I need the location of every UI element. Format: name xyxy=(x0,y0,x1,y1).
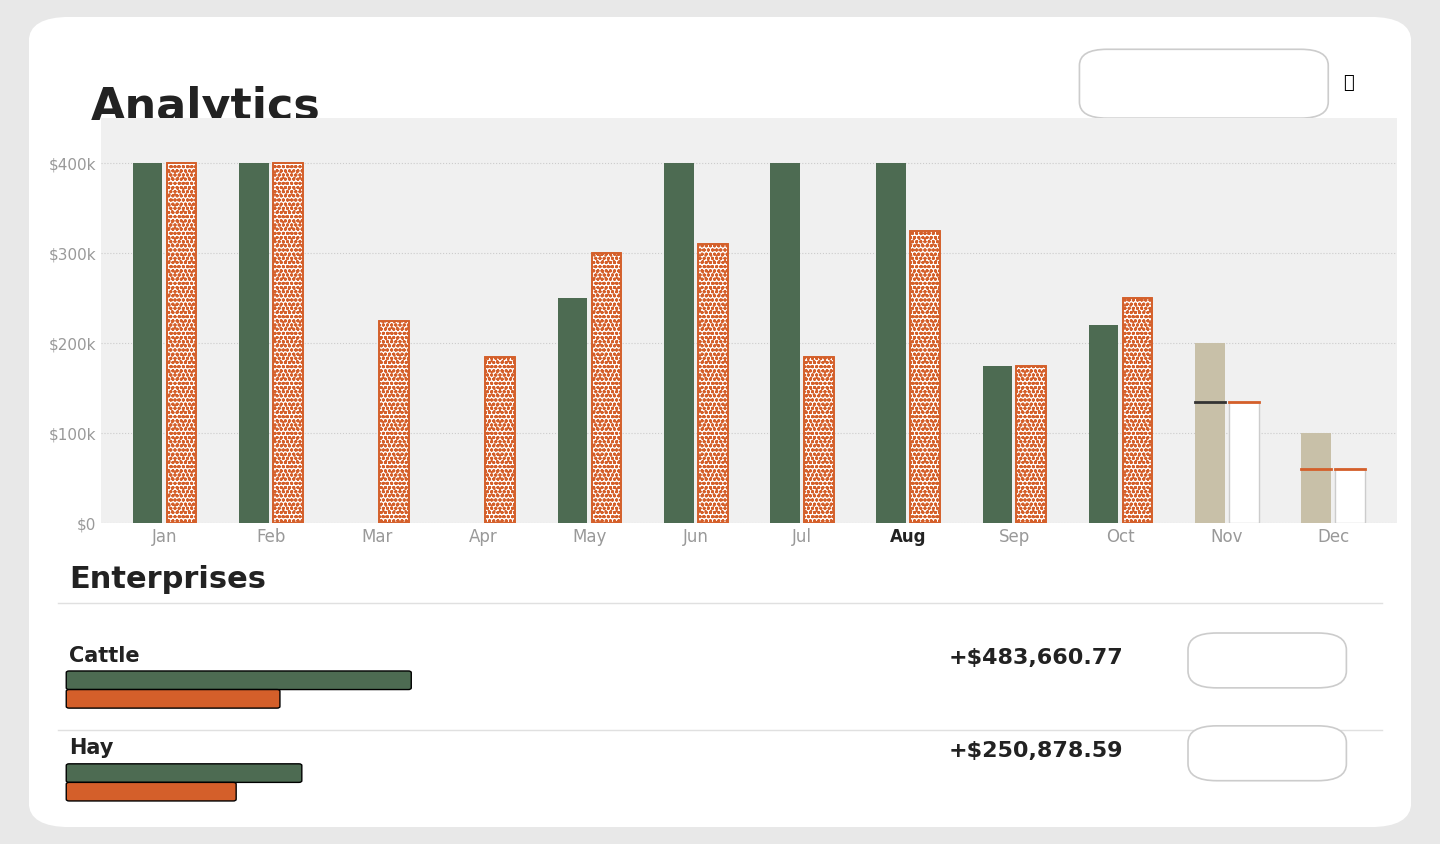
Bar xyxy=(1302,433,1331,523)
Text: ≡ 444: ≡ 444 xyxy=(1244,746,1290,761)
Text: Analytics: Analytics xyxy=(91,86,321,129)
Bar xyxy=(167,163,196,523)
FancyBboxPatch shape xyxy=(66,671,412,690)
Bar xyxy=(379,321,409,523)
FancyBboxPatch shape xyxy=(66,782,236,801)
Bar xyxy=(1123,298,1152,523)
FancyBboxPatch shape xyxy=(66,764,302,782)
Bar xyxy=(132,163,163,523)
Text: This Year  ▾: This Year ▾ xyxy=(1161,76,1247,91)
Text: +$250,878.59: +$250,878.59 xyxy=(949,741,1123,761)
Bar xyxy=(1335,469,1365,523)
Bar xyxy=(804,357,834,523)
Bar xyxy=(910,230,940,523)
FancyBboxPatch shape xyxy=(1080,49,1328,118)
Bar xyxy=(1123,298,1152,523)
FancyBboxPatch shape xyxy=(1188,726,1346,781)
Text: Cattle: Cattle xyxy=(69,646,140,666)
Bar xyxy=(1089,325,1119,523)
Bar xyxy=(1195,344,1224,523)
FancyBboxPatch shape xyxy=(29,17,1411,827)
FancyBboxPatch shape xyxy=(66,690,279,708)
Bar xyxy=(167,163,196,523)
Bar xyxy=(1017,365,1047,523)
Text: ≡ 306: ≡ 306 xyxy=(1244,653,1290,668)
Bar xyxy=(485,357,516,523)
Bar xyxy=(770,163,799,523)
Bar xyxy=(557,298,588,523)
Bar xyxy=(274,163,302,523)
Bar xyxy=(698,244,727,523)
Bar xyxy=(592,253,621,523)
Bar xyxy=(239,163,269,523)
Bar xyxy=(1228,402,1259,523)
Bar xyxy=(379,321,409,523)
Bar xyxy=(592,253,621,523)
Text: 🔍: 🔍 xyxy=(1344,74,1355,92)
Text: Enterprises: Enterprises xyxy=(69,565,266,594)
Bar xyxy=(1017,365,1047,523)
Bar xyxy=(664,163,694,523)
Bar xyxy=(485,357,516,523)
Bar xyxy=(804,357,834,523)
Bar xyxy=(698,244,727,523)
Bar xyxy=(274,163,302,523)
Text: Hay: Hay xyxy=(69,738,114,759)
Bar xyxy=(982,365,1012,523)
FancyBboxPatch shape xyxy=(1188,633,1346,688)
Bar xyxy=(877,163,906,523)
Text: +$483,660.77: +$483,660.77 xyxy=(949,648,1123,668)
Bar xyxy=(910,230,940,523)
